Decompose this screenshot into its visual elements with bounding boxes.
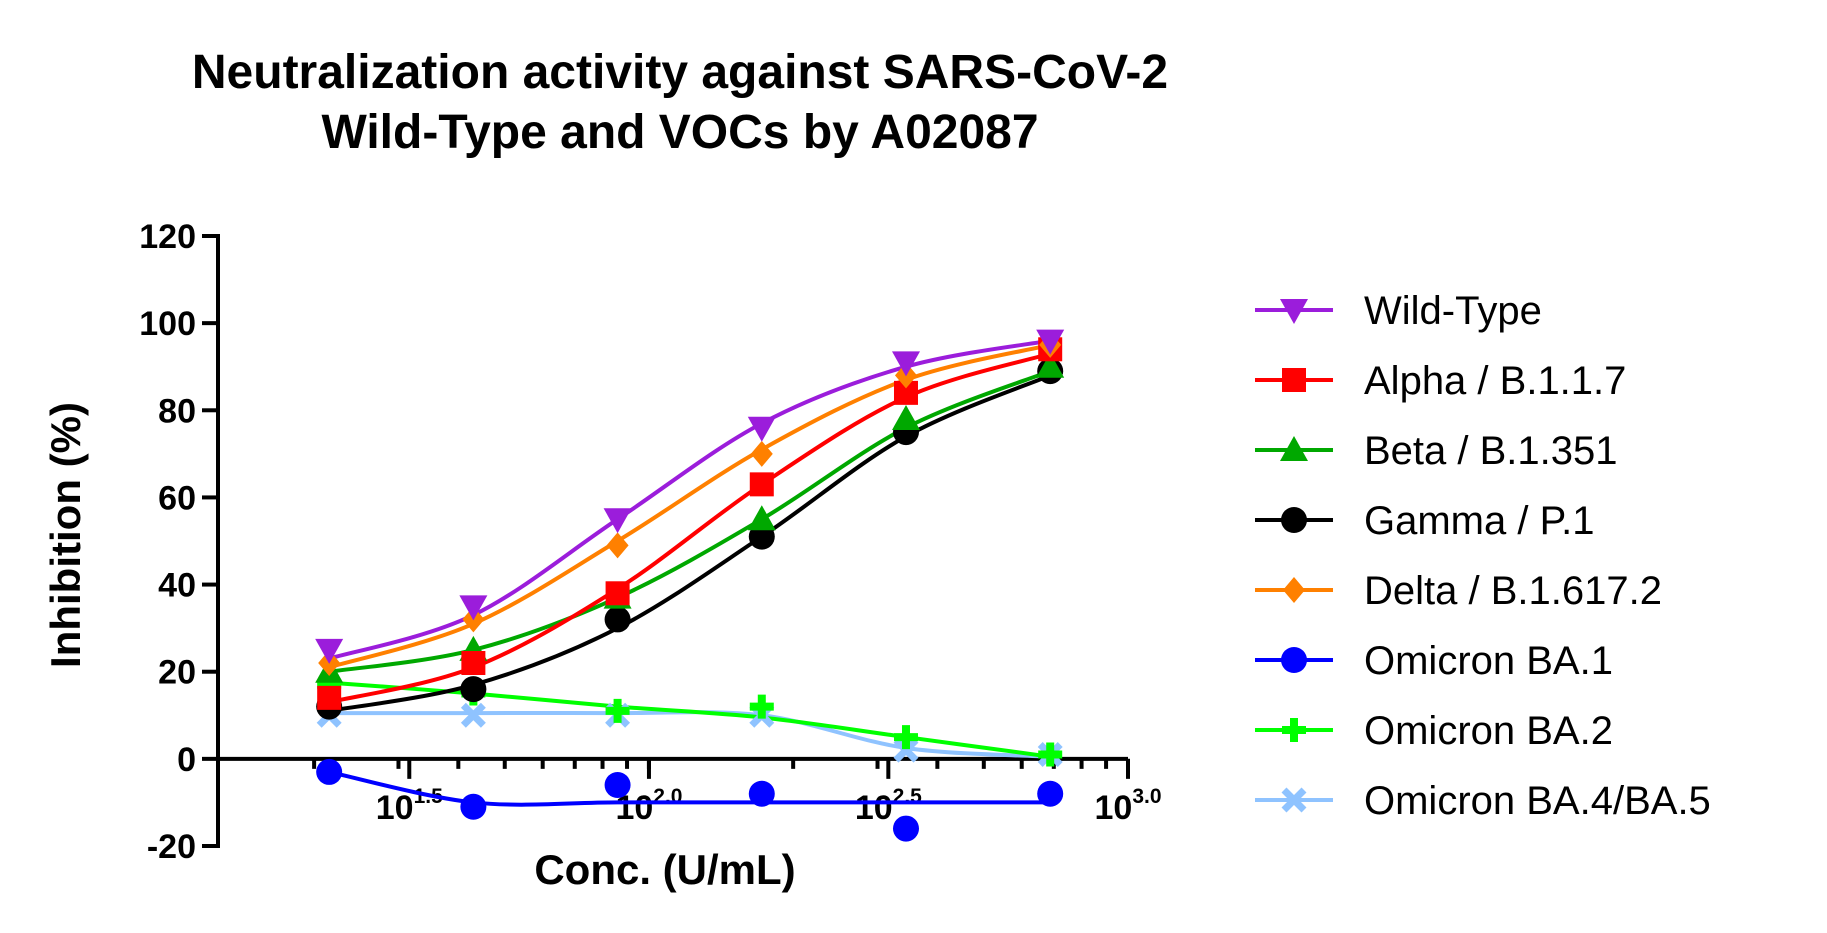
point-delta-b-1-617-2 xyxy=(750,440,773,467)
curve-gamma-p-1 xyxy=(328,373,1051,713)
legend-marker xyxy=(1281,787,1307,813)
point-omicron-ba-1 xyxy=(604,772,631,798)
point-omicron-ba-1 xyxy=(316,758,343,785)
curve-delta-b-1-617-2 xyxy=(328,342,1051,670)
curve-omicron-ba-2 xyxy=(329,680,1051,759)
legend-label: Gamma / P.1 xyxy=(1364,499,1594,543)
point-omicron-ba-1 xyxy=(748,780,775,807)
x-tick-label: 103.0 xyxy=(1094,785,1161,827)
y-tick-label: -20 xyxy=(147,828,196,866)
point-wild-type xyxy=(315,638,344,664)
legend-marker xyxy=(1281,507,1307,533)
y-tick-label: 60 xyxy=(158,479,196,517)
point-omicron-ba-1 xyxy=(460,793,487,820)
legend-label: Omicron BA.2 xyxy=(1364,709,1613,753)
markers-omicron-ba-1 xyxy=(316,758,1064,842)
point-wild-type xyxy=(459,595,488,621)
point-wild-type xyxy=(891,351,920,377)
point-alpha-b-1-1-7 xyxy=(461,651,486,675)
legend-item-omicron-ba-4-ba-5: Omicron BA.4/BA.5 xyxy=(1255,779,1711,823)
point-wild-type xyxy=(747,416,776,442)
y-tick-label: 20 xyxy=(158,654,196,692)
y-tick-label: 120 xyxy=(139,218,196,256)
legend-item-omicron-ba-2: Omicron BA.2 xyxy=(1255,709,1613,753)
legend-item-beta-b-1-351: Beta / B.1.351 xyxy=(1255,429,1618,473)
point-omicron-ba-2 xyxy=(1038,742,1063,767)
legend: Wild-Type Alpha / B.1.1.7 Beta / B.1.351 Ga… xyxy=(1255,289,1711,823)
point-omicron-ba-1 xyxy=(892,815,919,842)
data-markers xyxy=(315,329,1065,842)
y-tick-label: 40 xyxy=(158,567,196,605)
legend-label: Alpha / B.1.1.7 xyxy=(1364,359,1626,403)
point-omicron-ba-4-ba-5 xyxy=(893,737,919,763)
point-gamma-p-1 xyxy=(460,676,487,703)
y-axis-label: Inhibition (%) xyxy=(42,402,89,668)
point-omicron-ba-4-ba-5 xyxy=(460,702,486,728)
point-wild-type xyxy=(1036,329,1065,355)
curve-omicron-ba-1 xyxy=(328,769,1051,807)
markers-wild-type xyxy=(315,329,1065,664)
point-delta-b-1-617-2 xyxy=(606,532,629,559)
y-tick-label: 100 xyxy=(139,305,196,343)
legend-marker xyxy=(1283,577,1305,603)
legend-label: Wild-Type xyxy=(1364,289,1542,333)
fit-curves xyxy=(328,338,1051,807)
point-wild-type xyxy=(603,508,632,534)
point-beta-b-1-351 xyxy=(1036,352,1065,378)
legend-marker xyxy=(1282,368,1306,392)
legend-item-delta-b-1-617-2: Delta / B.1.617.2 xyxy=(1255,569,1662,613)
point-omicron-ba-2 xyxy=(893,725,918,750)
point-alpha-b-1-1-7 xyxy=(749,472,774,497)
legend-item-alpha-b-1-1-7: Alpha / B.1.1.7 xyxy=(1255,359,1626,403)
y-tick-label: 80 xyxy=(158,392,196,430)
legend-label: Beta / B.1.351 xyxy=(1364,429,1618,473)
legend-label: Delta / B.1.617.2 xyxy=(1364,569,1662,613)
markers-alpha-b-1-1-7 xyxy=(317,337,1063,710)
curve-omicron-ba-4-ba-5 xyxy=(329,710,1051,759)
legend-marker xyxy=(1280,436,1308,461)
x-axis-label: Conc. (U/mL) xyxy=(534,846,795,893)
point-beta-b-1-351 xyxy=(891,405,920,430)
legend-item-gamma-p-1: Gamma / P.1 xyxy=(1255,499,1594,543)
chart-title-line-1: Neutralization activity against SARS-CoV… xyxy=(192,46,1168,99)
point-beta-b-1-351 xyxy=(747,505,776,531)
legend-item-omicron-ba-1: Omicron BA.1 xyxy=(1255,639,1613,683)
point-gamma-p-1 xyxy=(604,606,631,633)
legend-label: Omicron BA.1 xyxy=(1364,639,1613,683)
markers-delta-b-1-617-2 xyxy=(318,331,1062,676)
legend-label: Omicron BA.4/BA.5 xyxy=(1364,779,1711,823)
legend-marker xyxy=(1280,299,1308,324)
point-omicron-ba-2 xyxy=(749,694,774,719)
chart-title-line-2: Wild-Type and VOCs by A02087 xyxy=(321,106,1038,159)
y-tick-label: 0 xyxy=(177,741,196,779)
legend-item-wild-type: Wild-Type xyxy=(1255,289,1542,333)
point-alpha-b-1-1-7 xyxy=(317,685,342,710)
curve-wild-type xyxy=(328,338,1051,661)
chart-title: Neutralization activity against SARS-CoV… xyxy=(192,46,1168,159)
legend-marker xyxy=(1281,647,1307,673)
curve-alpha-b-1-1-7 xyxy=(328,351,1051,705)
point-omicron-ba-1 xyxy=(1037,780,1064,807)
point-alpha-b-1-1-7 xyxy=(605,581,630,606)
point-omicron-ba-2 xyxy=(605,698,630,723)
curve-beta-b-1-351 xyxy=(328,369,1051,674)
legend-marker xyxy=(1282,718,1306,742)
